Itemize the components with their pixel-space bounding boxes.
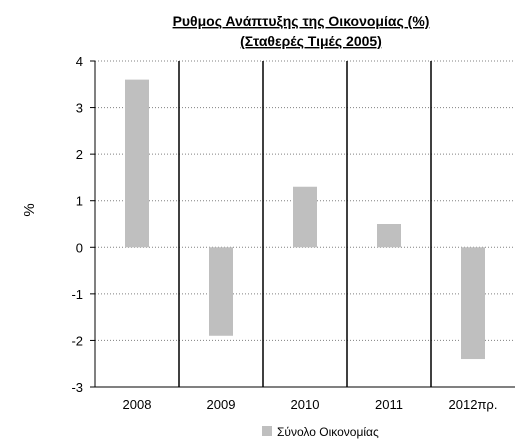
x-tick-label: 2011 <box>375 397 403 412</box>
x-tick-label: 2008 <box>123 397 152 412</box>
bar-2009 <box>209 247 233 336</box>
axes <box>90 60 515 388</box>
y-tick-label: -1 <box>71 287 83 302</box>
y-tick-labels: 4 3 2 1 0 -1 -2 -3 <box>71 54 83 395</box>
chart-title-line-2: (Σταθερές Τιμές 2005) <box>240 33 382 49</box>
y-tick-label: 4 <box>76 54 83 69</box>
bar-2008 <box>125 79 149 248</box>
y-axis-label: % <box>21 203 38 216</box>
x-tick-label: 2010 <box>291 397 320 412</box>
legend: Σύνολο Οικονομίας <box>262 425 379 439</box>
x-tick-label: 2012πρ. <box>449 397 498 412</box>
legend-swatch <box>262 426 272 436</box>
bar-2010 <box>293 186 317 248</box>
y-tick-label: 0 <box>76 240 83 255</box>
bar-2011 <box>377 224 401 248</box>
y-tick-label: 2 <box>76 147 83 162</box>
y-tick-label: -3 <box>71 380 83 395</box>
y-tick-label: 1 <box>76 194 83 209</box>
y-tick-label: 3 <box>76 101 83 116</box>
bars <box>125 79 485 360</box>
chart-title-line-1: Ρυθμος Ανάπτυξης της Οικονομίας (%) <box>173 13 430 29</box>
bar-2012πρ. <box>461 247 485 360</box>
category-separators <box>178 61 432 387</box>
x-tick-labels: 2008 2009 2010 2011 2012πρ. <box>123 397 498 412</box>
y-tick-label: -2 <box>71 333 83 348</box>
x-tick-label: 2009 <box>207 397 236 412</box>
legend-label: Σύνολο Οικονομίας <box>277 425 379 439</box>
